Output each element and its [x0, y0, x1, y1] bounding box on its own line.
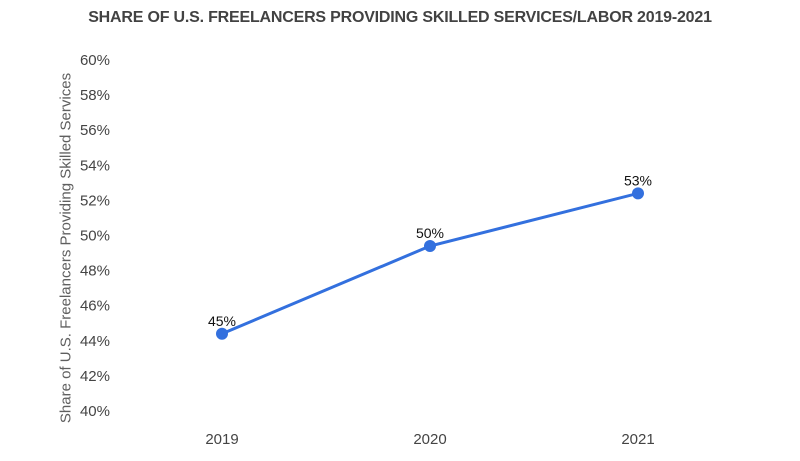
y-tick-label: 44%: [80, 333, 110, 350]
y-tick-label: 42%: [80, 368, 110, 385]
y-tick-label: 54%: [80, 157, 110, 174]
x-tick-label: 2021: [621, 431, 654, 448]
data-point: [216, 327, 228, 340]
y-tick-label: 46%: [80, 298, 110, 315]
y-tick-label: 60%: [80, 52, 110, 69]
x-tick-label: 2019: [205, 431, 238, 448]
y-tick-label: 58%: [80, 87, 110, 104]
data-point: [632, 187, 644, 200]
series-line: [221, 191, 639, 336]
data-label: 50%: [416, 225, 444, 241]
data-label: 53%: [624, 172, 652, 188]
chart-title: SHARE OF U.S. FREELANCERS PROVIDING SKIL…: [88, 9, 712, 26]
y-tick-label: 50%: [80, 228, 110, 245]
y-tick-label: 56%: [80, 122, 110, 139]
data-point: [424, 240, 436, 253]
y-tick-label: 40%: [80, 403, 110, 420]
y-tick-label: 48%: [80, 263, 110, 280]
x-tick-label: 2020: [413, 431, 446, 448]
y-tick-label: 52%: [80, 192, 110, 209]
data-label: 45%: [208, 313, 236, 329]
